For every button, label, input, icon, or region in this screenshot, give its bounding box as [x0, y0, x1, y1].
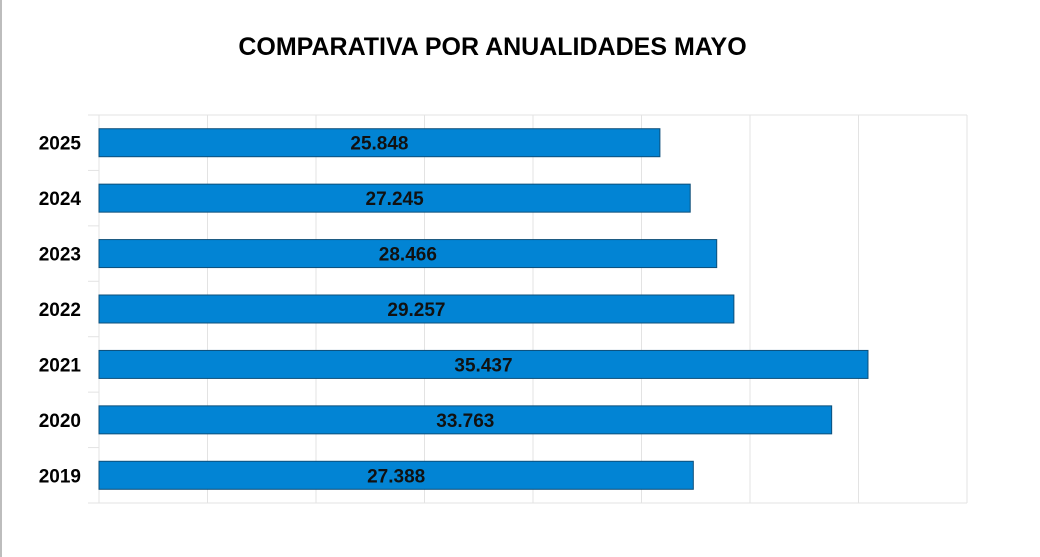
bar-2021 [98, 349, 869, 379]
bar-2023 [98, 239, 718, 269]
category-label-2021: 2021 [39, 355, 82, 376]
bar-2020 [98, 405, 833, 435]
category-label-2019: 2019 [39, 466, 81, 487]
category-label-2025: 2025 [39, 134, 82, 155]
category-label-2020: 2020 [39, 411, 81, 432]
data-label-2020: 33.763 [436, 411, 494, 432]
bar-2024 [98, 183, 691, 213]
data-label-2021: 35.437 [454, 355, 512, 376]
window-edge [0, 0, 2, 557]
data-label-2019: 27.388 [367, 466, 425, 487]
data-label-2022: 29.257 [387, 300, 445, 321]
bar-2019 [98, 460, 694, 490]
category-label-2024: 2024 [39, 189, 82, 210]
bar-2025 [98, 128, 661, 158]
chart-title: COMPARATIVA POR ANUALIDADES MAYO [238, 33, 747, 61]
data-label-2024: 27.245 [366, 189, 425, 210]
data-label-2025: 25.848 [350, 134, 408, 155]
bar-2022 [98, 294, 735, 324]
data-label-2023: 28.466 [379, 245, 437, 266]
category-label-2023: 2023 [39, 245, 81, 266]
category-label-2022: 2022 [39, 300, 81, 321]
